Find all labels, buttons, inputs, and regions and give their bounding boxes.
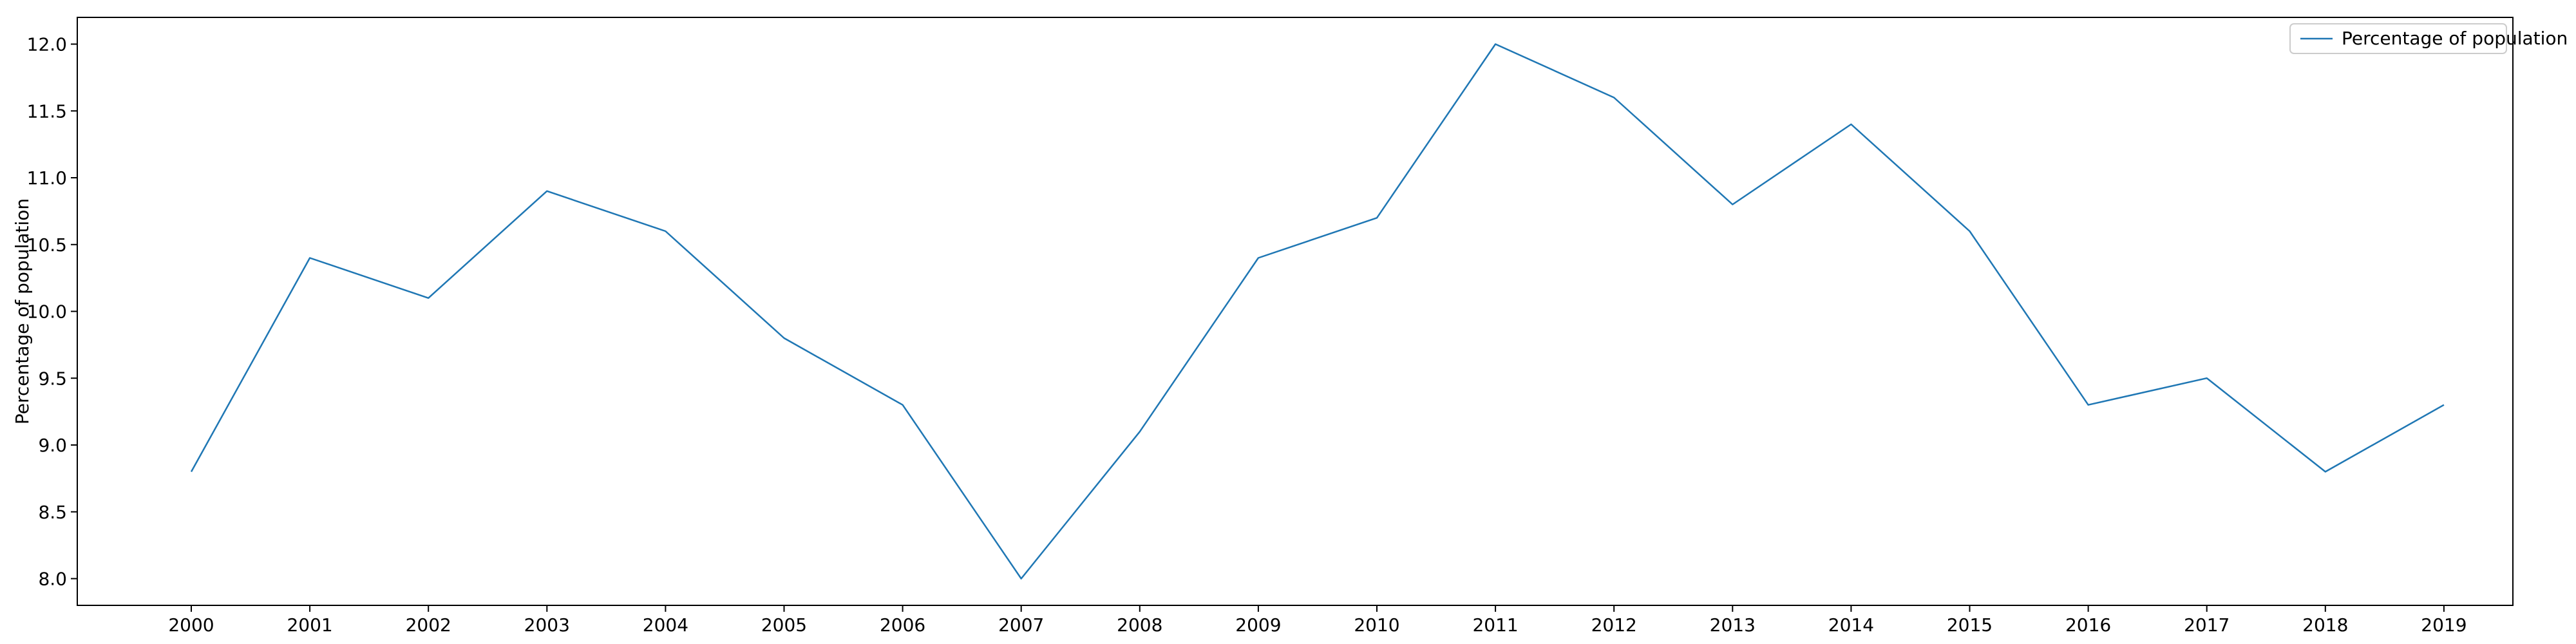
x-tick-label: 2005 <box>761 614 807 636</box>
series-layer <box>190 43 2445 580</box>
y-tick-label: 10.0 <box>27 301 67 323</box>
y-tick-label: 8.5 <box>38 502 67 523</box>
x-axis-ticks: 2000 2001 2002 2003 2004 2005 2006 2007 2008 2009… <box>168 605 2467 636</box>
x-tick-label: 2014 <box>1828 614 1874 636</box>
x-tick-label: 2003 <box>524 614 570 636</box>
y-axis-label: Percentage of population <box>12 198 33 424</box>
x-tick-label: 2006 <box>880 614 925 636</box>
x-tick-label: 2000 <box>168 614 214 636</box>
x-tick-label: 2011 <box>1472 614 1518 636</box>
y-tick-label: 10.5 <box>27 234 67 256</box>
x-tick-label: 2015 <box>1947 614 1993 636</box>
x-tick-label: 2019 <box>2421 614 2467 636</box>
plot-area-frame <box>77 17 2514 606</box>
legend-label: Percentage of population <box>2342 28 2568 49</box>
x-tick-label: 2007 <box>998 614 1044 636</box>
x-tick-label: 2018 <box>2302 614 2348 636</box>
legend: Percentage of population <box>2289 23 2568 54</box>
x-tick-label: 2008 <box>1117 614 1162 636</box>
y-tick-label: 9.0 <box>38 435 67 456</box>
y-tick-label: 9.5 <box>38 368 67 389</box>
x-tick-label: 2010 <box>1354 614 1399 636</box>
x-tick-label: 2012 <box>1591 614 1637 636</box>
x-tick-label: 2016 <box>2065 614 2111 636</box>
x-tick-label: 2013 <box>1710 614 1756 636</box>
x-tick-label: 2017 <box>2184 614 2230 636</box>
x-tick-label: 2001 <box>287 614 332 636</box>
y-tick-label: 11.0 <box>27 167 67 189</box>
y-axis-ticks: 8.0 8.5 9.0 9.5 10.0 10.5 11.0 11.5 12.0 <box>27 34 77 590</box>
legend-frame <box>2289 23 2507 54</box>
y-tick-label: 11.5 <box>27 100 67 122</box>
series-line <box>190 43 2445 580</box>
x-tick-label: 2004 <box>643 614 688 636</box>
y-tick-label: 8.0 <box>38 569 67 590</box>
y-tick-label: 12.0 <box>27 34 67 55</box>
x-tick-label: 2002 <box>406 614 451 636</box>
x-tick-label: 2009 <box>1235 614 1281 636</box>
